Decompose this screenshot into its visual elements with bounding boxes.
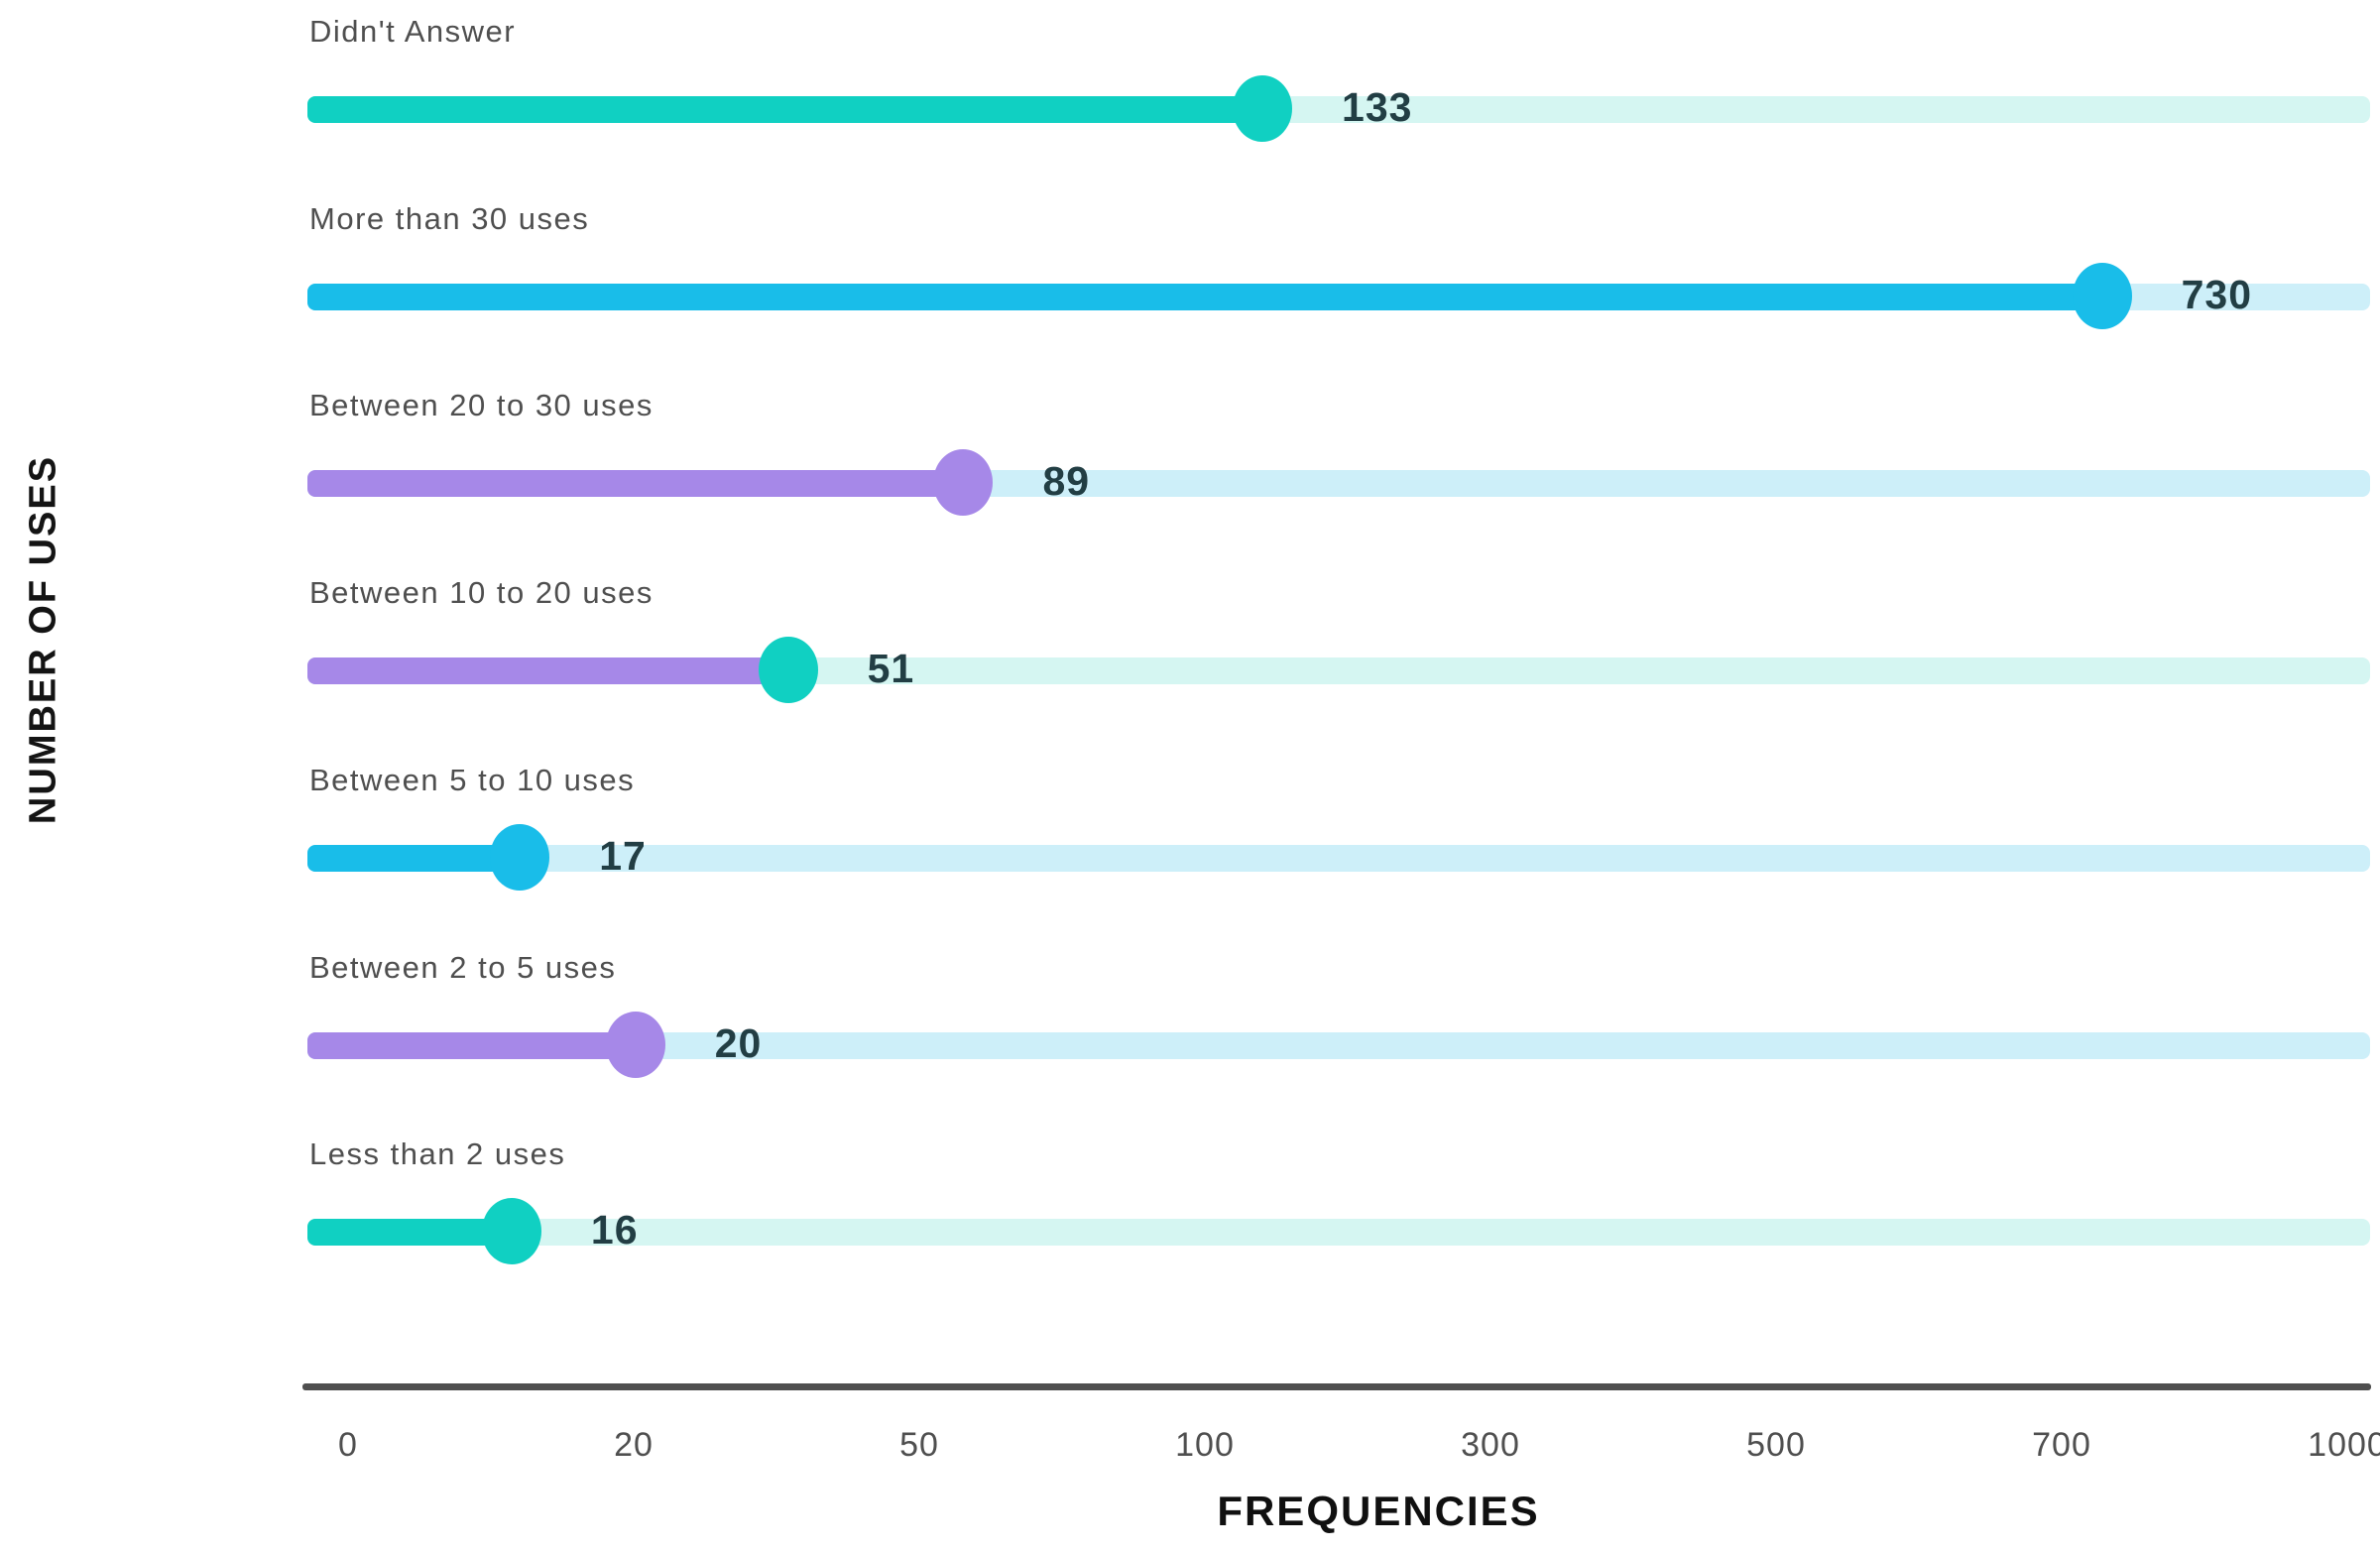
x-tick-label: 300 bbox=[1461, 1426, 1520, 1464]
category-label: Less than 2 uses bbox=[309, 1136, 566, 1172]
lollipop-dot bbox=[1233, 75, 1293, 142]
x-axis-title: FREQUENCIES bbox=[1217, 1488, 1540, 1534]
lollipop-dot bbox=[758, 637, 818, 704]
value-label: 133 bbox=[1342, 84, 1413, 130]
category-label: Between 2 to 5 uses bbox=[309, 949, 617, 985]
category-label: Between 10 to 20 uses bbox=[309, 575, 654, 611]
chart-row: More than 30 uses 730 bbox=[307, 201, 2370, 375]
x-tick-label: 20 bbox=[614, 1426, 654, 1464]
x-tick-label: 1000 bbox=[2308, 1426, 2380, 1464]
value-bar bbox=[307, 657, 788, 685]
category-label: Between 20 to 30 uses bbox=[309, 388, 654, 423]
x-tick-label: 700 bbox=[2032, 1426, 2091, 1464]
lollipop-dot bbox=[605, 1011, 665, 1078]
value-bar bbox=[307, 844, 521, 872]
value-label: 17 bbox=[599, 832, 647, 879]
value-bar bbox=[307, 1031, 636, 1059]
category-label: Didn't Answer bbox=[309, 14, 517, 49]
value-label: 16 bbox=[590, 1207, 639, 1254]
chart-row: Between 5 to 10 uses 17 bbox=[307, 763, 2370, 936]
value-bar bbox=[307, 283, 2102, 310]
lollipop-dot bbox=[490, 823, 550, 891]
category-label: More than 30 uses bbox=[309, 200, 590, 236]
chart-row: Between 10 to 20 uses 51 bbox=[307, 575, 2370, 749]
bar-track bbox=[307, 1219, 2370, 1247]
lollipop-dot bbox=[2072, 262, 2132, 329]
value-bar bbox=[307, 1219, 512, 1247]
bar-track bbox=[307, 844, 2370, 872]
x-tick-label: 100 bbox=[1175, 1426, 1235, 1464]
value-bar bbox=[307, 96, 1263, 123]
chart-row: Between 2 to 5 uses 20 bbox=[307, 950, 2370, 1124]
value-label: 20 bbox=[714, 1019, 763, 1066]
chart-row: Less than 2 uses 16 bbox=[307, 1136, 2370, 1310]
x-tick-label: 0 bbox=[338, 1426, 358, 1464]
lollipop-dot bbox=[933, 449, 994, 517]
lollipop-dot bbox=[481, 1198, 541, 1265]
x-tick-label: 50 bbox=[899, 1426, 939, 1464]
chart-row: Between 20 to 30 uses 89 bbox=[307, 388, 2370, 561]
category-label: Between 5 to 10 uses bbox=[309, 762, 636, 797]
value-bar bbox=[307, 470, 964, 498]
chart-row: Didn't Answer 133 bbox=[307, 14, 2370, 187]
value-label: 89 bbox=[1042, 458, 1091, 505]
x-axis-line bbox=[302, 1383, 2371, 1390]
value-label: 730 bbox=[2181, 271, 2253, 317]
x-tick-label: 500 bbox=[1746, 1426, 1806, 1464]
value-label: 51 bbox=[867, 646, 915, 692]
